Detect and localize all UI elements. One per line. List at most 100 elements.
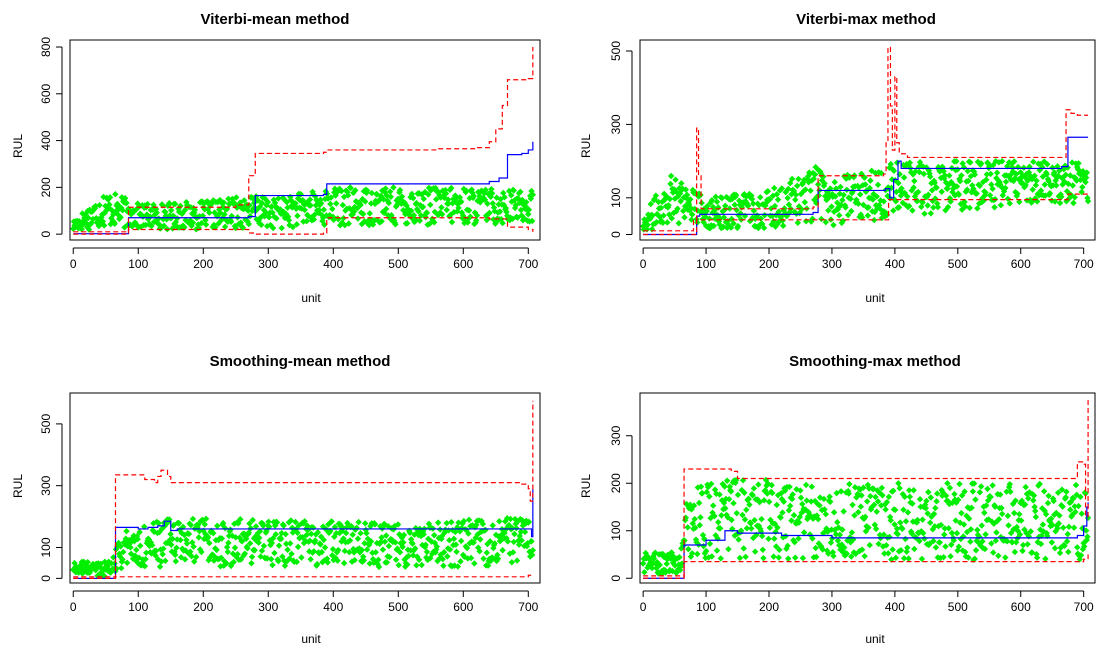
scatter-point xyxy=(1016,531,1024,538)
scatter-point xyxy=(369,549,376,557)
scatter-point xyxy=(911,545,918,553)
scatter-point xyxy=(275,557,282,565)
scatter-point xyxy=(181,531,188,539)
scatter-point xyxy=(448,218,456,226)
scatter-point xyxy=(684,524,691,531)
scatter-point xyxy=(908,530,915,537)
scatter-point xyxy=(221,558,228,565)
scatter-point xyxy=(285,217,293,224)
scatter-point xyxy=(131,552,139,559)
x-tick-label: 400 xyxy=(323,257,343,271)
scatter-point xyxy=(525,206,533,213)
scatter-point xyxy=(742,553,749,561)
y-axis: 0 200 400 600 800 xyxy=(39,37,63,237)
scatter-point xyxy=(982,531,989,538)
scatter-point xyxy=(511,197,518,204)
scatter-point xyxy=(811,171,819,178)
scatter-point xyxy=(294,543,302,551)
scatter-point xyxy=(498,215,505,223)
scatter-point xyxy=(978,522,985,529)
scatter-point xyxy=(987,493,994,501)
scatter-point xyxy=(166,516,173,523)
scatter-point xyxy=(85,214,92,222)
scatter-point xyxy=(764,490,771,497)
scatter-point xyxy=(416,217,423,224)
scatter-point xyxy=(466,194,473,202)
scatter-point xyxy=(484,562,492,569)
scatter-point xyxy=(404,561,411,568)
scatter-point xyxy=(168,541,175,548)
scatter-point xyxy=(1014,190,1021,197)
scatter-point xyxy=(962,548,969,556)
scatter-point xyxy=(906,487,913,494)
scatter-point xyxy=(822,218,830,226)
scatter-point xyxy=(83,220,90,227)
x-axis-label: unit xyxy=(301,291,321,305)
scatter-point xyxy=(334,557,341,564)
scatter-point xyxy=(965,515,973,522)
scatter-point xyxy=(456,528,464,535)
scatter-point xyxy=(198,220,205,227)
scatter-point xyxy=(942,492,950,499)
scatter-point xyxy=(714,211,721,219)
scatter-point xyxy=(861,552,868,560)
scatter-point xyxy=(408,536,415,543)
scatter-point xyxy=(267,221,274,229)
scatter-point xyxy=(1082,527,1090,534)
scatter-point xyxy=(691,515,698,523)
scatter-point xyxy=(1040,488,1048,495)
scatter-point xyxy=(1019,541,1027,549)
scatter-point xyxy=(830,509,838,516)
scatter-point xyxy=(379,546,387,553)
scatter-point xyxy=(471,524,479,531)
scatter-point xyxy=(509,525,516,532)
scatter-point xyxy=(723,477,731,484)
scatter-point xyxy=(641,568,648,576)
scatter-point xyxy=(152,552,159,559)
scatter-point xyxy=(648,564,656,572)
scatter-point xyxy=(1056,549,1064,557)
scatter-point xyxy=(813,512,821,519)
scatter-point xyxy=(739,511,746,519)
scatter-point xyxy=(696,522,703,529)
scatter-point xyxy=(461,553,468,561)
scatter-point xyxy=(1063,538,1071,545)
scatter-point xyxy=(160,222,168,229)
scatter-point xyxy=(762,199,770,207)
scatter-point xyxy=(329,205,336,213)
scatter-point xyxy=(839,196,846,204)
scatter-point xyxy=(835,212,843,219)
scatter-point xyxy=(981,545,989,553)
scatter-point xyxy=(1025,495,1032,502)
scatter-point xyxy=(515,541,523,548)
scatter-point xyxy=(448,184,455,192)
scatter-point xyxy=(1018,517,1025,524)
scatter-point xyxy=(705,223,712,230)
scatter-point xyxy=(481,196,489,203)
scatter-point xyxy=(516,199,523,206)
scatter-point xyxy=(894,530,901,538)
scatter-point xyxy=(890,167,898,175)
scatter-point xyxy=(820,495,828,503)
scatter-point xyxy=(162,557,169,565)
scatter-point xyxy=(979,538,986,545)
scatter-point xyxy=(713,547,721,554)
x-axis: 0 100 200 300 400 500 600 700 xyxy=(70,590,539,614)
scatter-point xyxy=(706,540,714,547)
scatter-point xyxy=(1011,509,1018,517)
scatter-point xyxy=(381,520,388,528)
scatter-point xyxy=(942,207,949,214)
scatter-point xyxy=(738,204,746,211)
scatter-point xyxy=(1071,503,1078,510)
scatter-point xyxy=(431,208,439,216)
scatter-point xyxy=(1058,193,1065,201)
scatter-point xyxy=(832,531,840,538)
scatter-point xyxy=(694,550,701,558)
scatter-point xyxy=(965,554,972,561)
scatter-point xyxy=(667,180,674,188)
scatter-point xyxy=(947,553,954,560)
scatter-point xyxy=(867,492,874,500)
scatter-point xyxy=(897,187,904,194)
scatter-point xyxy=(354,205,361,212)
scatter-point xyxy=(265,518,272,525)
